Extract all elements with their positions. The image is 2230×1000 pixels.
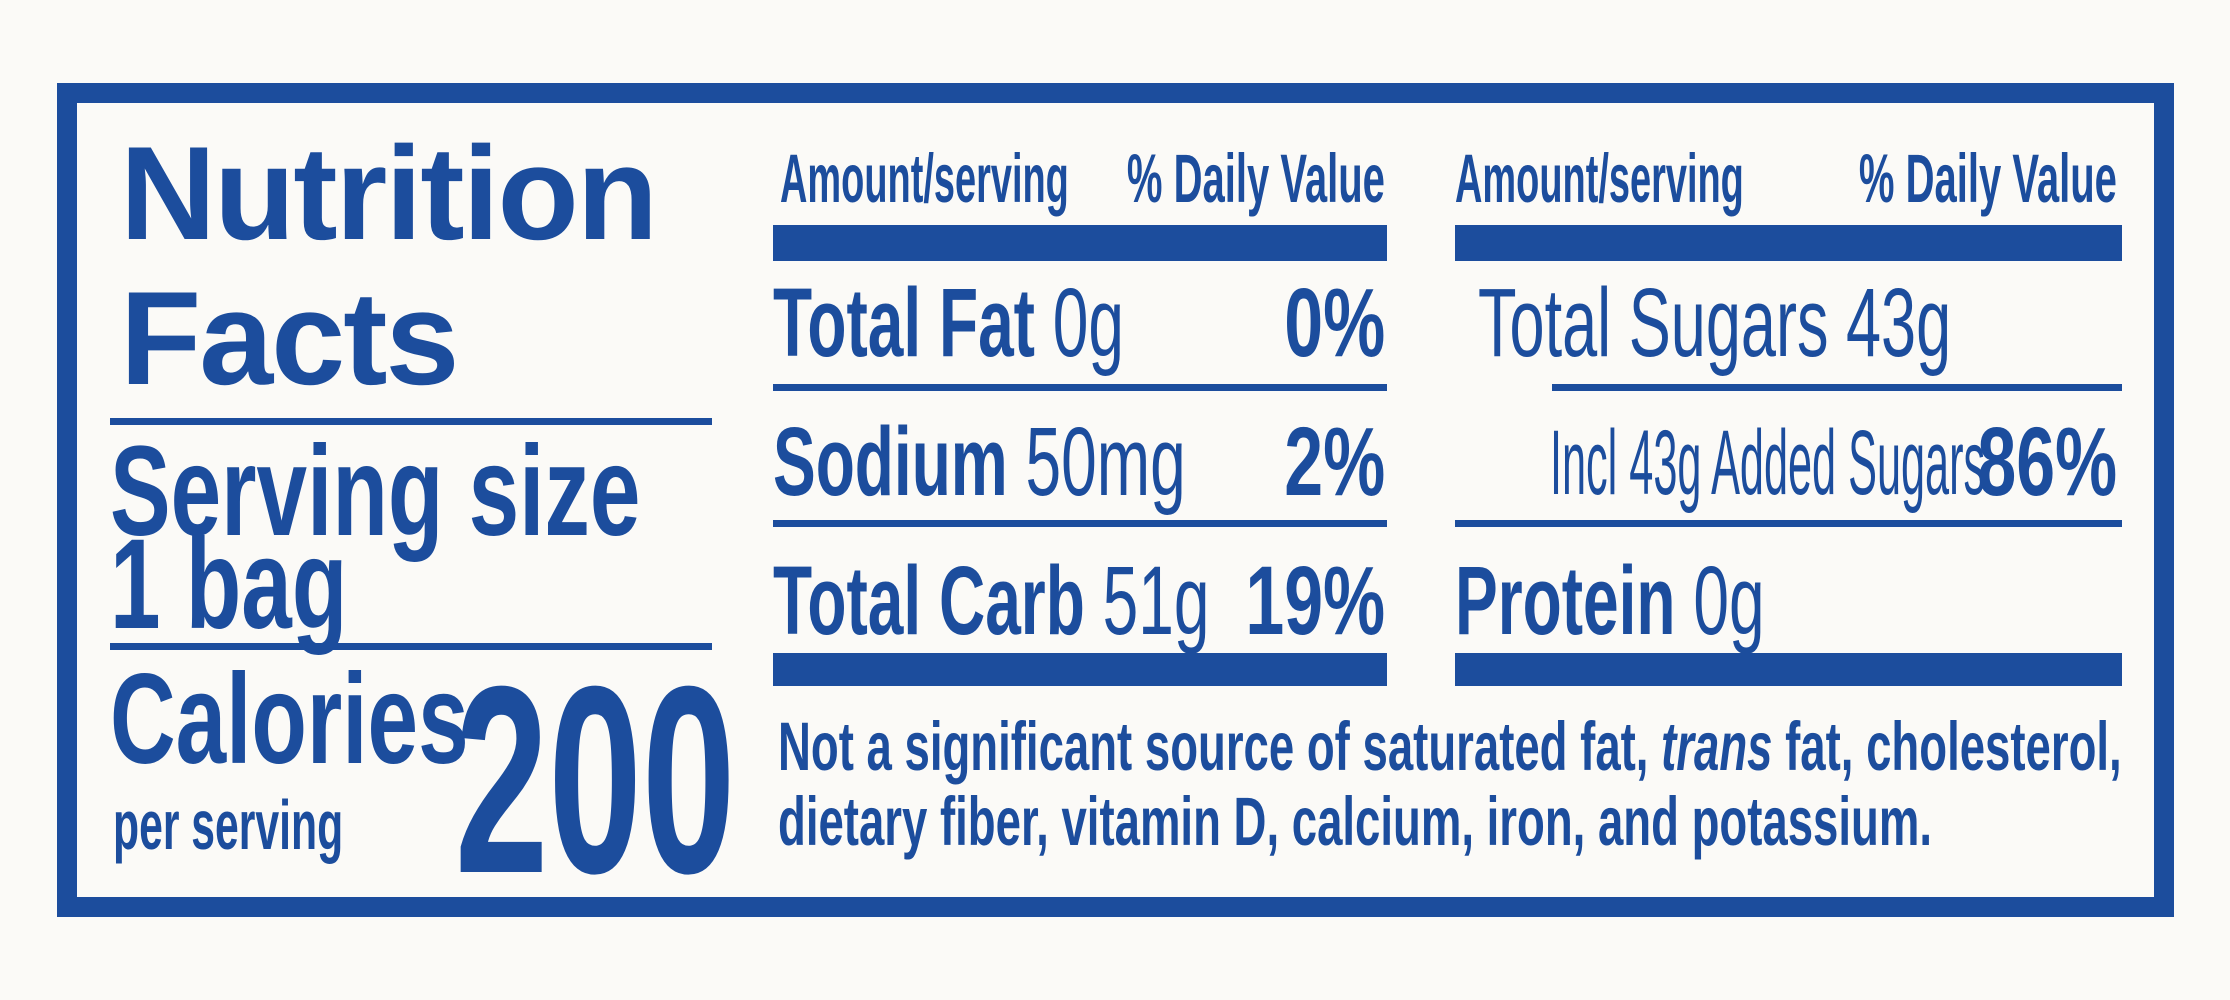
footnote-trans-italic: trans bbox=[1661, 708, 1773, 785]
sodium-dv: 2% bbox=[1284, 407, 1385, 516]
page-title: Nutrition Facts bbox=[120, 120, 658, 413]
divider-under-serving bbox=[110, 643, 712, 650]
col1-header-amount: Amount/serving bbox=[780, 140, 1069, 217]
col1-header-bar bbox=[773, 225, 1387, 261]
protein-name: Protein bbox=[1455, 546, 1676, 655]
calories-label: Calories bbox=[110, 648, 469, 791]
col2-header-daily-value: % Daily Value bbox=[1858, 140, 2117, 217]
title-line2: Facts bbox=[120, 264, 459, 413]
title-line1: Nutrition bbox=[120, 120, 658, 268]
col2-header-amount: Amount/serving bbox=[1455, 140, 1744, 217]
sodium-amount: 50mg bbox=[1025, 407, 1186, 516]
footnote-line2: dietary fiber, vitamin D, calcium, iron,… bbox=[778, 783, 1932, 860]
divider-under-title bbox=[110, 418, 712, 425]
added-sugars-dv: 86% bbox=[1977, 407, 2117, 516]
serving-size-value: 1 bag bbox=[110, 513, 348, 656]
col1-header-daily-value: % Daily Value bbox=[1126, 140, 1385, 217]
footnote: Not a significant source of saturated fa… bbox=[778, 709, 2122, 859]
col2-footer-bar bbox=[1455, 653, 2122, 686]
col1-rule-2 bbox=[773, 520, 1387, 527]
total-fat-name: Total Fat bbox=[773, 268, 1035, 377]
col1-footer-bar bbox=[773, 653, 1387, 686]
footnote-line1-pre: Not a significant source of saturated fa… bbox=[778, 708, 1662, 785]
row-total-carb: Total Carb 51g bbox=[773, 552, 1209, 649]
sodium-name: Sodium bbox=[773, 407, 1008, 516]
total-fat-amount: 0g bbox=[1052, 268, 1125, 377]
calories-sublabel: per serving bbox=[113, 786, 344, 864]
row-protein: Protein 0g bbox=[1455, 552, 1765, 649]
protein-amount: 0g bbox=[1693, 546, 1765, 655]
total-carb-dv: 19% bbox=[1245, 546, 1385, 655]
col2-rule-indented bbox=[1552, 384, 2122, 391]
row-total-fat: Total Fat 0g bbox=[773, 274, 1124, 371]
total-fat-dv: 0% bbox=[1284, 268, 1385, 377]
serving-size-label: Serving size bbox=[110, 420, 641, 563]
col2-header-bar bbox=[1455, 225, 2122, 261]
col1-rule-1 bbox=[773, 384, 1387, 391]
col2-rule-2 bbox=[1455, 520, 2122, 527]
total-carb-amount: 51g bbox=[1102, 546, 1210, 655]
label-border bbox=[57, 83, 2174, 917]
row-sodium: Sodium 50mg bbox=[773, 413, 1186, 510]
row-total-sugars: Total Sugars 43g bbox=[1478, 268, 1952, 377]
footnote-line1-post: fat, cholesterol, bbox=[1772, 708, 2122, 785]
total-carb-name: Total Carb bbox=[773, 546, 1085, 655]
calories-value: 200 bbox=[454, 630, 735, 929]
row-added-sugars: Incl 43g Added Sugars bbox=[1550, 412, 1986, 514]
